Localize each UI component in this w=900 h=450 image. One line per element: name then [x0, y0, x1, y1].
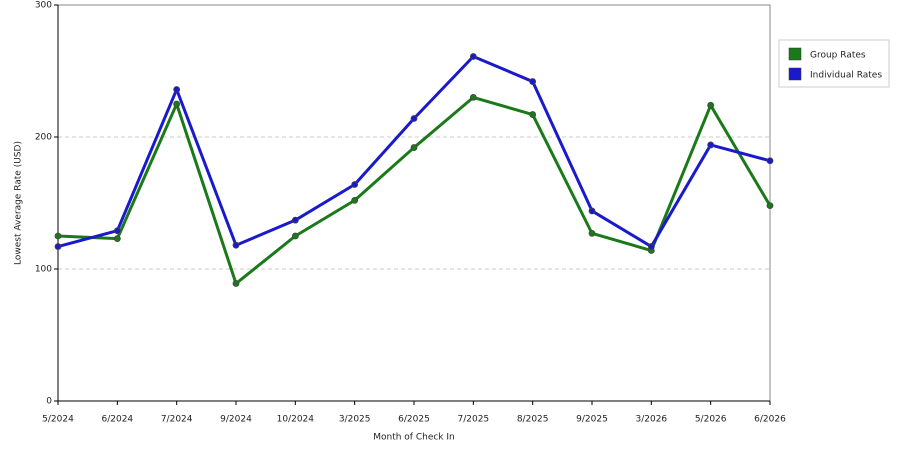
y-tick-label: 100 [35, 265, 52, 275]
point [766, 202, 774, 210]
point [232, 241, 240, 249]
point [173, 86, 181, 93]
point [54, 243, 62, 250]
point [766, 157, 774, 165]
point [351, 196, 359, 204]
y-tick-label: 0 [46, 397, 52, 407]
legend-swatch [788, 67, 802, 81]
point [291, 216, 299, 224]
point [113, 227, 121, 235]
x-tick-label: 6/2024 [101, 415, 133, 425]
legend-label: Group Rates [810, 51, 866, 61]
point [410, 144, 418, 151]
x-tick-label: 3/2026 [635, 415, 667, 425]
x-tick-label: 9/2024 [220, 415, 252, 425]
point [469, 53, 477, 60]
point [588, 207, 596, 215]
point [173, 100, 181, 108]
point [469, 94, 477, 101]
x-tick-label: 3/2025 [339, 415, 371, 425]
point [588, 229, 596, 237]
y-axis-label: Lowest Average Rate (USD) [14, 141, 24, 265]
x-tick-label: 6/2026 [754, 415, 786, 425]
x-tick-label: 9/2025 [576, 415, 608, 425]
y-tick-label: 200 [35, 133, 52, 143]
x-tick-label: 5/2026 [695, 415, 727, 425]
point [232, 280, 240, 287]
legend-swatch [788, 47, 802, 61]
point [113, 235, 121, 243]
plot-area [57, 4, 771, 402]
x-tick-label: 6/2025 [398, 415, 430, 425]
point [647, 243, 655, 250]
x-tick-label: 5/2024 [42, 415, 74, 425]
x-tick-label: 8/2025 [517, 415, 549, 425]
point [707, 101, 715, 109]
x-tick-label: 7/2025 [457, 415, 489, 425]
point [529, 111, 537, 118]
point [410, 115, 418, 122]
point [291, 232, 299, 240]
x-tick-label: 10/2024 [277, 415, 315, 425]
point [351, 181, 359, 188]
point [54, 232, 62, 240]
point [707, 141, 715, 149]
legend-label: Individual Rates [810, 71, 882, 81]
x-axis-label: Month of Check In [373, 433, 455, 443]
point [529, 78, 537, 85]
x-tick-label: 7/2024 [161, 415, 193, 425]
y-tick-label: 300 [35, 1, 52, 11]
